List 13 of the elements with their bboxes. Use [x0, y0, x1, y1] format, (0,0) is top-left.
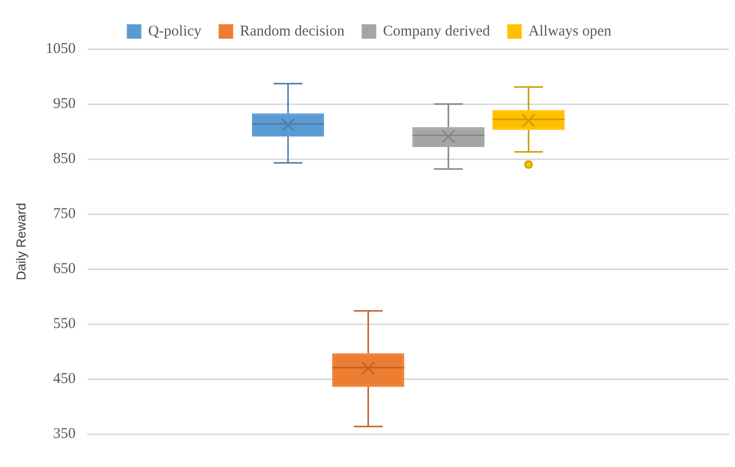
- legend-label: Allways open: [528, 23, 612, 40]
- legend-label: Random decision: [240, 23, 345, 40]
- y-tick-label: 550: [53, 316, 76, 332]
- y-tick-label: 950: [53, 96, 76, 112]
- legend-label: Q-policy: [148, 23, 202, 40]
- y-axis-title: Daily Reward: [13, 202, 28, 280]
- legend-label: Company derived: [382, 23, 491, 40]
- y-tick-label: 350: [53, 426, 76, 442]
- y-tick-label: 1050: [46, 40, 76, 57]
- y-tick-label: 850: [53, 150, 76, 167]
- y-tick-label: 650: [53, 261, 76, 278]
- y-tick-label: 450: [53, 371, 76, 388]
- y-tick-label: 750: [53, 206, 76, 222]
